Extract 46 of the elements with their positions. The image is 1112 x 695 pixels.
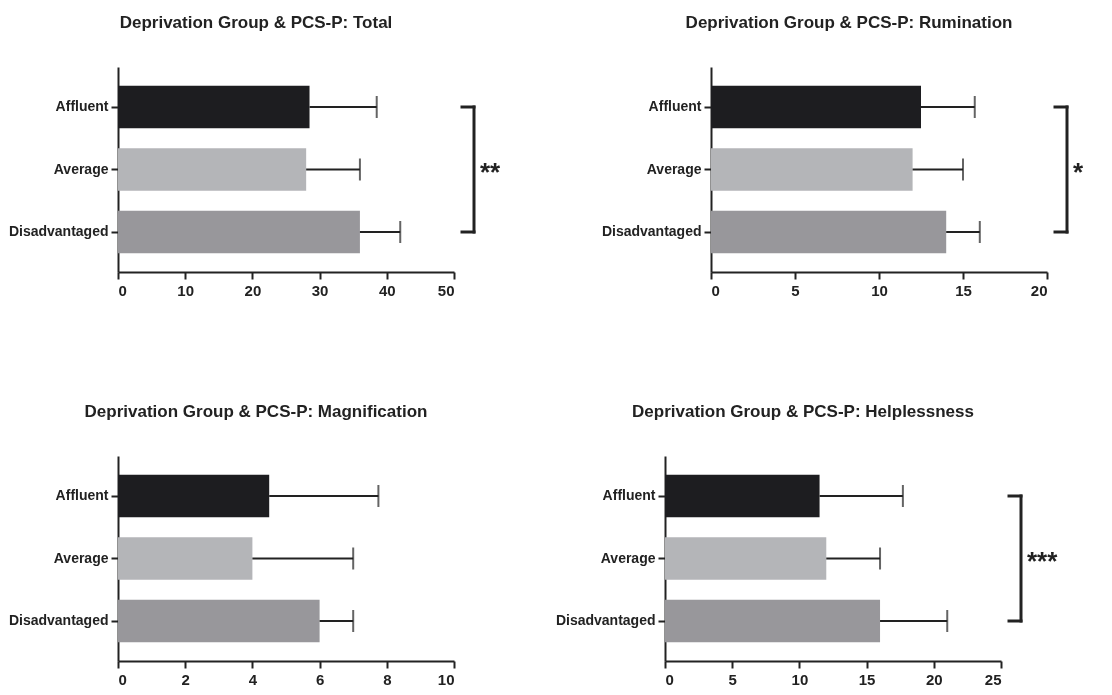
x-tick-label: 10 bbox=[791, 670, 809, 688]
bar bbox=[118, 148, 307, 191]
x-tick-label: 10 bbox=[871, 281, 888, 299]
chart-title: Deprivation Group & PCS-P: Helplessness bbox=[632, 402, 974, 421]
chart-title: Deprivation Group & PCS-P: Rumination bbox=[685, 13, 1013, 32]
x-tick-label: 20 bbox=[925, 670, 943, 688]
x-tick-label: 5 bbox=[728, 670, 737, 688]
y-tick-label: Affluent bbox=[602, 487, 656, 503]
x-tick-label: 2 bbox=[181, 670, 190, 688]
x-tick-label: 25 bbox=[984, 670, 1002, 688]
y-tick-label: Disadvantaged bbox=[8, 223, 109, 239]
y-tick-label: Disadvantaged bbox=[601, 223, 702, 239]
x-tick-label: 30 bbox=[311, 281, 329, 299]
x-tick-label: 40 bbox=[378, 281, 396, 299]
text: * bbox=[1073, 156, 1084, 187]
x-tick-label: 6 bbox=[315, 670, 325, 688]
x-tick-label: 20 bbox=[1030, 281, 1048, 299]
x-tick-label: 15 bbox=[955, 281, 972, 299]
x-tick-label: 8 bbox=[383, 670, 392, 688]
chart-title: Deprivation Group & PCS-P: Total bbox=[119, 13, 393, 32]
x-tick-label: 4 bbox=[248, 670, 258, 688]
x-tick-label: 50 bbox=[437, 281, 455, 299]
x-tick-label: 5 bbox=[791, 281, 800, 299]
y-tick-label: Affluent bbox=[55, 487, 109, 503]
y-tick-label: Average bbox=[600, 549, 656, 566]
bar bbox=[118, 599, 320, 643]
text: *** bbox=[1027, 545, 1059, 576]
y-tick-label: Disadvantaged bbox=[8, 612, 109, 628]
x-tick-label: 15 bbox=[858, 670, 876, 688]
x-tick-label: 0 bbox=[118, 281, 127, 299]
x-tick-label: 20 bbox=[244, 281, 262, 299]
chart-title: Deprivation Group & PCS-P: Magnification bbox=[84, 402, 428, 421]
y-tick-label: Affluent bbox=[55, 98, 109, 114]
y-tick-label: Disadvantaged bbox=[555, 612, 656, 628]
bar bbox=[118, 210, 360, 254]
x-tick-label: 0 bbox=[118, 670, 127, 688]
y-tick-label: Average bbox=[53, 160, 109, 177]
x-tick-label: 0 bbox=[711, 281, 720, 299]
text: ** bbox=[480, 156, 502, 187]
bar bbox=[118, 537, 253, 580]
y-tick-label: Average bbox=[53, 549, 109, 566]
x-tick-label: 0 bbox=[665, 670, 674, 688]
y-tick-label: Affluent bbox=[648, 98, 702, 114]
x-tick-label: 10 bbox=[437, 670, 455, 688]
x-tick-label: 10 bbox=[177, 281, 195, 299]
y-tick-label: Average bbox=[646, 160, 702, 177]
